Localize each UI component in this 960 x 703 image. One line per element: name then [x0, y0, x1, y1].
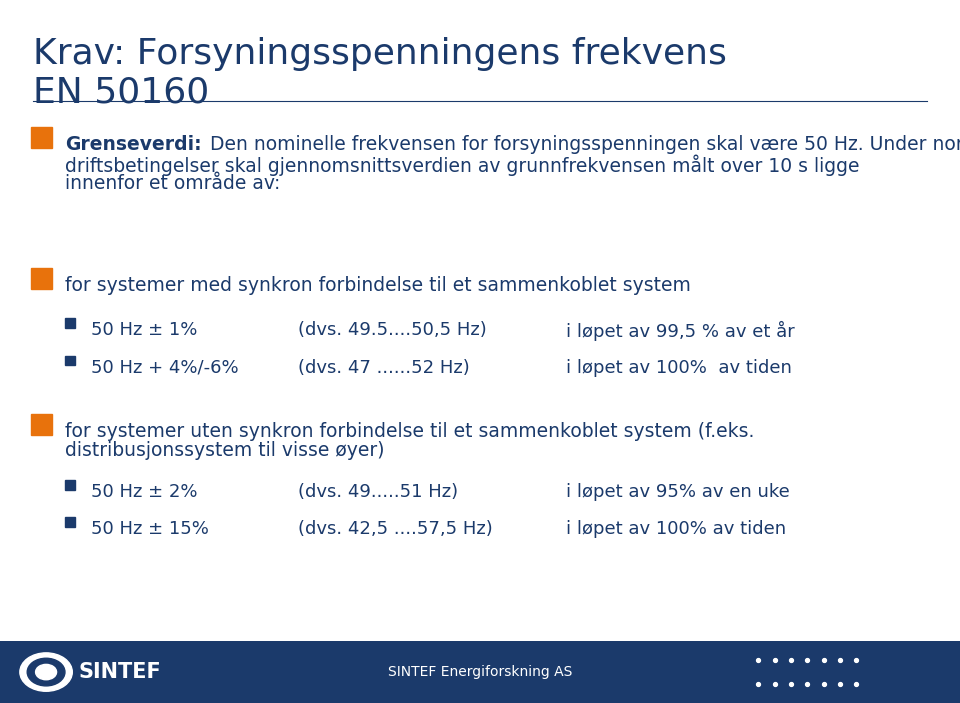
Bar [31, 414, 52, 435]
Text: i løpet av 100%  av tiden: i løpet av 100% av tiden [566, 359, 792, 377]
Text: SINTEF Energiforskning AS: SINTEF Energiforskning AS [388, 665, 572, 679]
Text: SINTEF: SINTEF [79, 662, 161, 682]
Bar [65, 318, 75, 328]
Text: Krav: Forsyningsspenningens frekvens: Krav: Forsyningsspenningens frekvens [33, 37, 727, 70]
Text: Grenseverdi:: Grenseverdi: [65, 135, 202, 154]
Bar [31, 268, 52, 289]
Bar [65, 356, 75, 366]
Text: i løpet av 95% av en uke: i løpet av 95% av en uke [566, 483, 790, 501]
Text: distribusjonssystem til visse øyer): distribusjonssystem til visse øyer) [65, 441, 385, 460]
Text: i løpet av 100% av tiden: i løpet av 100% av tiden [566, 520, 786, 538]
Text: for systemer uten synkron forbindelse til et sammenkoblet system (f.eks.: for systemer uten synkron forbindelse ti… [65, 422, 755, 441]
Text: (dvs. 49.....51 Hz): (dvs. 49.....51 Hz) [298, 483, 458, 501]
Text: 50 Hz ± 2%: 50 Hz ± 2% [91, 483, 198, 501]
Circle shape [27, 658, 65, 686]
Text: (dvs. 47 ......52 Hz): (dvs. 47 ......52 Hz) [298, 359, 469, 377]
Text: EN 50160: EN 50160 [33, 75, 209, 109]
Text: for systemer med synkron forbindelse til et sammenkoblet system: for systemer med synkron forbindelse til… [65, 276, 691, 295]
Text: 50 Hz ± 1%: 50 Hz ± 1% [91, 321, 198, 340]
Bar [31, 127, 52, 148]
Bar [65, 517, 75, 527]
Text: i løpet av 99,5 % av et år: i løpet av 99,5 % av et år [566, 321, 795, 342]
Text: innenfor et område av:: innenfor et område av: [65, 174, 280, 193]
Bar [65, 480, 75, 490]
Text: 50 Hz ± 15%: 50 Hz ± 15% [91, 520, 209, 538]
Text: Den nominelle frekvensen for forsyningsspenningen skal være 50 Hz. Under normale: Den nominelle frekvensen for forsyningss… [204, 135, 960, 154]
Circle shape [20, 653, 72, 691]
Text: (dvs. 49.5....50,5 Hz): (dvs. 49.5....50,5 Hz) [298, 321, 487, 340]
Text: 50 Hz + 4%/-6%: 50 Hz + 4%/-6% [91, 359, 239, 377]
Text: driftsbetingelser skal gjennomsnittsverdien av grunnfrekvensen målt over 10 s li: driftsbetingelser skal gjennomsnittsverd… [65, 155, 860, 176]
Circle shape [36, 664, 57, 680]
FancyBboxPatch shape [0, 641, 960, 703]
Text: (dvs. 42,5 ....57,5 Hz): (dvs. 42,5 ....57,5 Hz) [298, 520, 492, 538]
Text: 7: 7 [922, 663, 933, 681]
